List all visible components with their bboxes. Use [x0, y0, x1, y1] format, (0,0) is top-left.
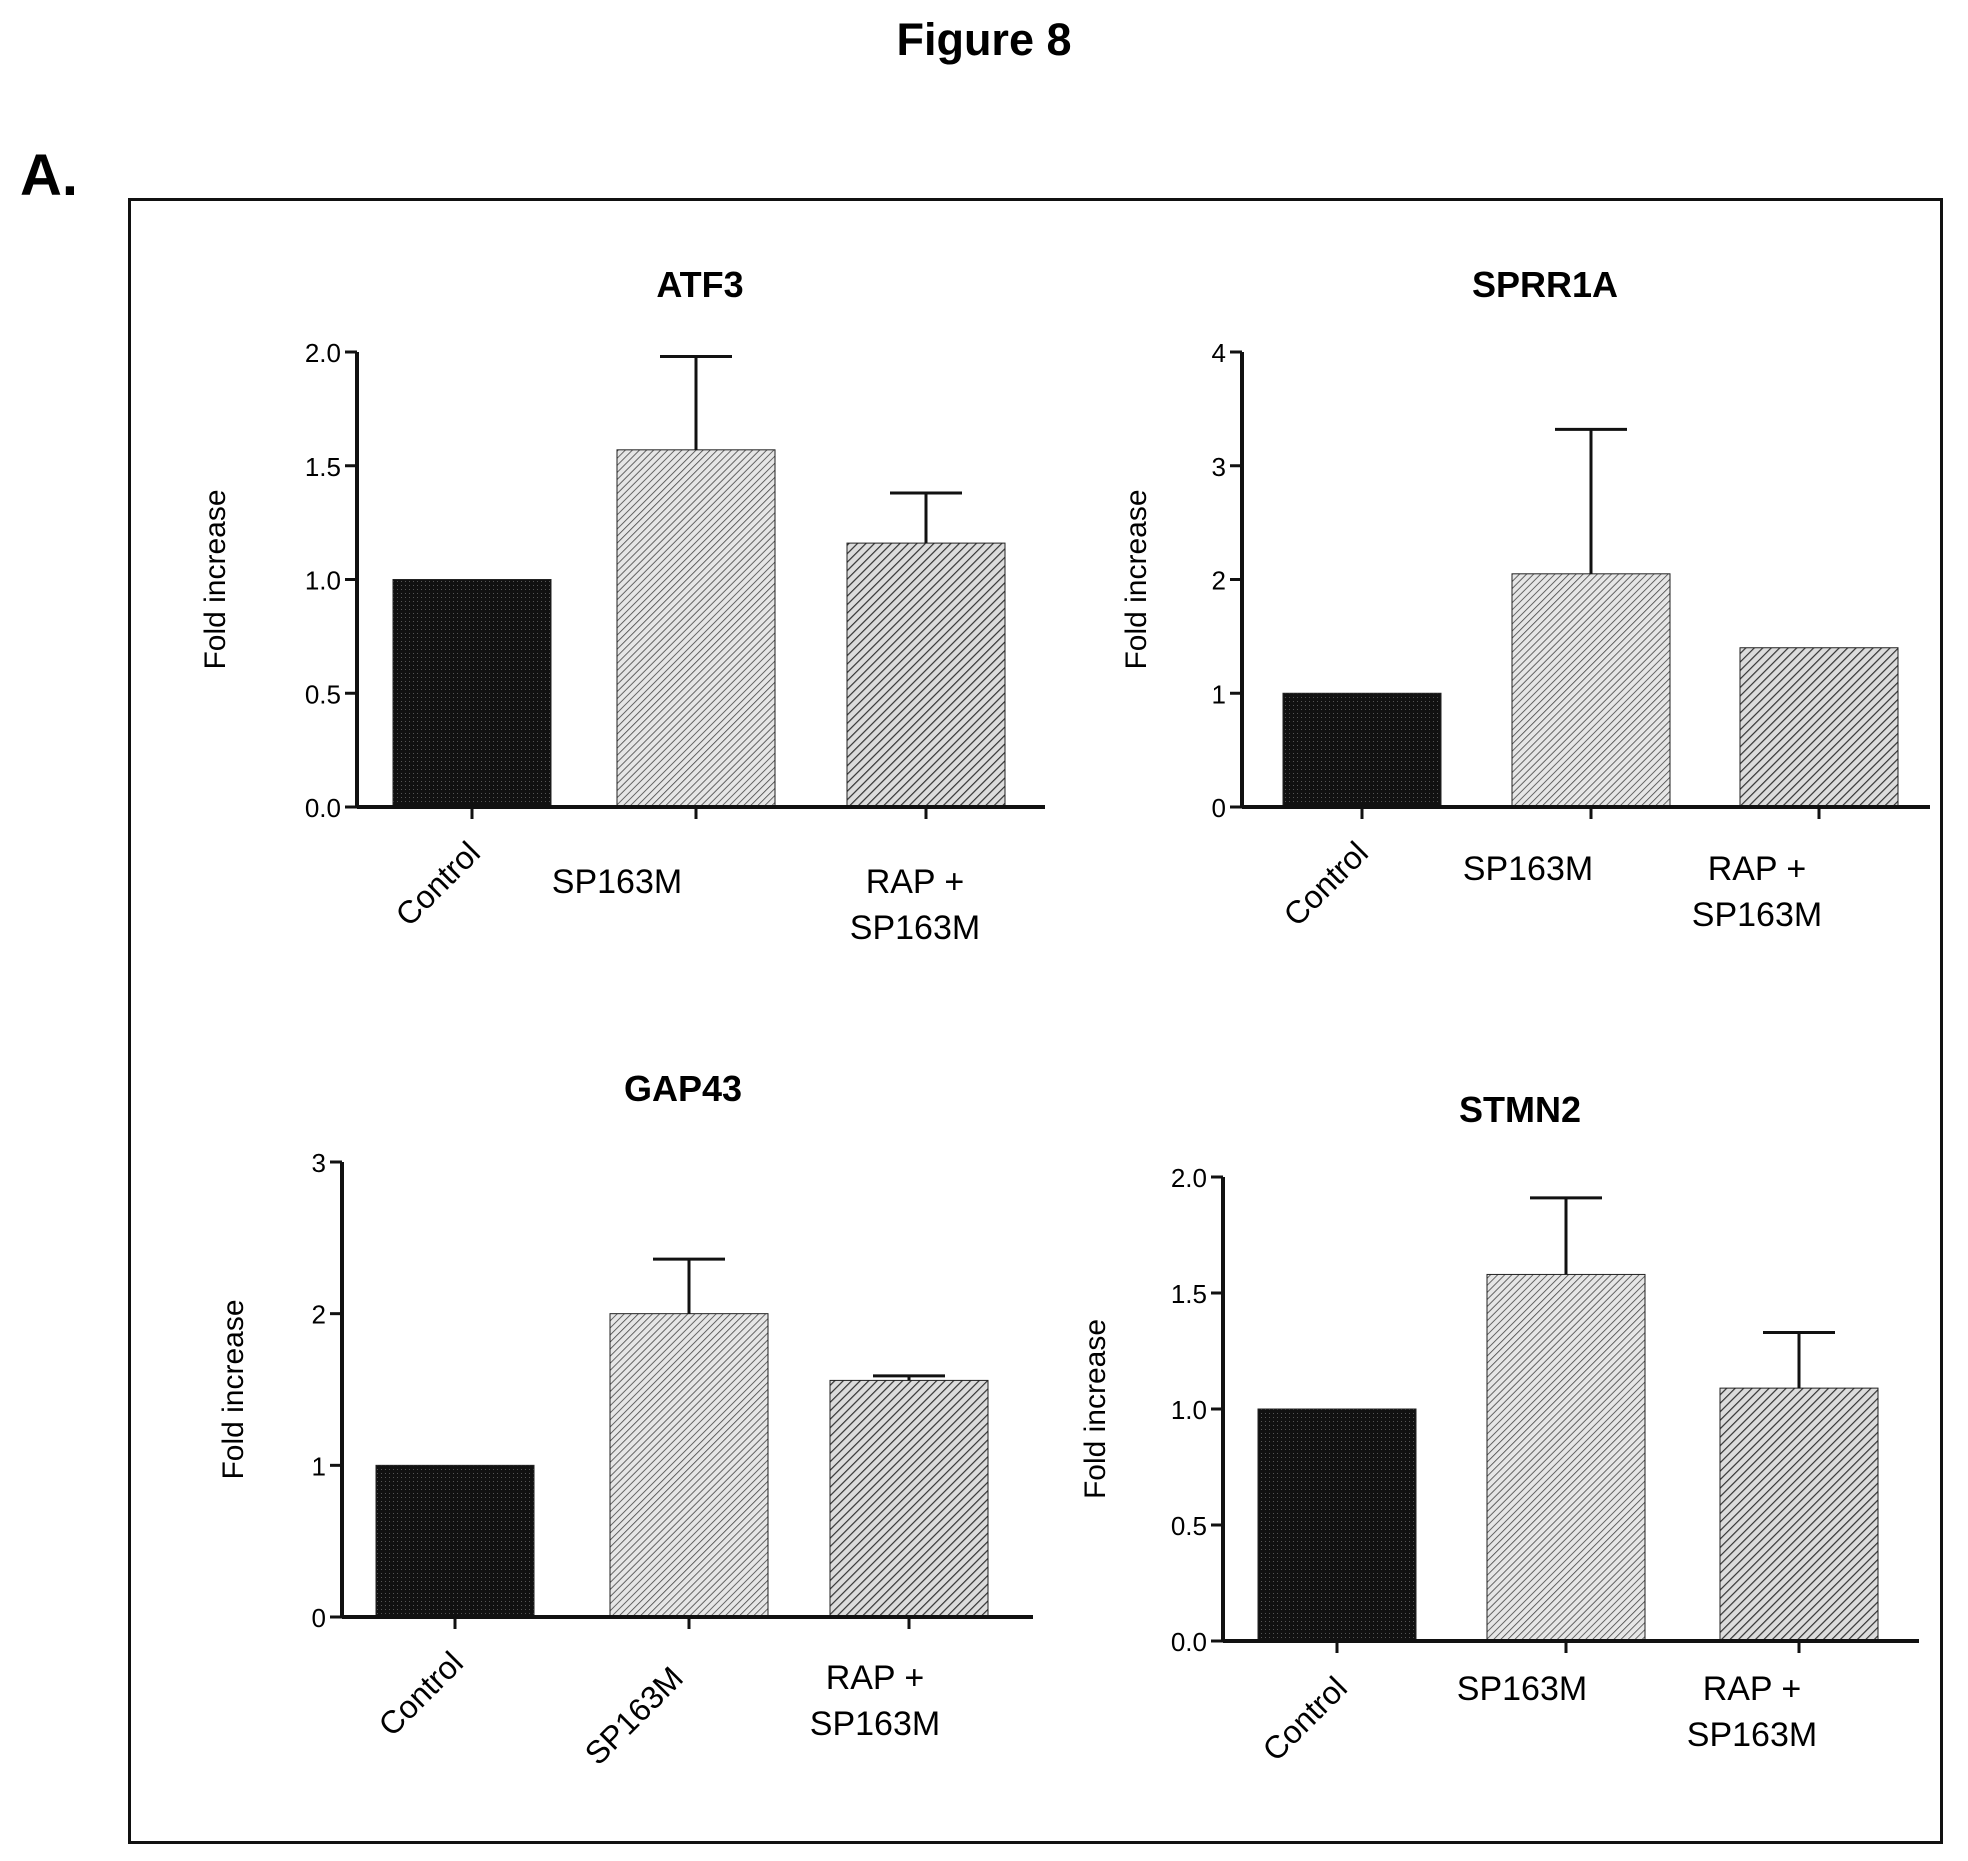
- bar-sp163m: [609, 1313, 769, 1618]
- y-tick-label: 1.0: [305, 566, 341, 596]
- figure-title: Figure 8: [896, 14, 1072, 65]
- y-axis-label: Fold increase: [1120, 489, 1153, 669]
- y-tick-label: 1: [312, 1451, 326, 1481]
- y-tick-label: 0.5: [305, 679, 341, 709]
- chart-title: SPRR1A: [1472, 264, 1618, 305]
- x-tick-label: RAP + SP163M: [850, 863, 980, 947]
- bar-control: [375, 1464, 535, 1618]
- x-tick-label: RAP + SP163M: [810, 1659, 940, 1743]
- x-tick-label: SP163M: [552, 863, 682, 901]
- y-tick-label: 0: [1212, 793, 1226, 823]
- x-tick-label: Control: [1277, 834, 1375, 932]
- y-tick-label: 2: [1212, 566, 1226, 596]
- chart-atf3: ATF3 Fold increase 0.0 0.5 1.0 1.5 2.0 Control S…: [199, 264, 1045, 947]
- y-axis-label: Fold increase: [217, 1299, 250, 1479]
- y-tick-label: 1.5: [1171, 1279, 1207, 1309]
- bar-rap-sp163m: [1739, 647, 1899, 808]
- chart-title: GAP43: [624, 1068, 742, 1109]
- y-tick-label: 1.0: [1171, 1395, 1207, 1425]
- bar-sp163m: [616, 449, 776, 808]
- x-tick-label: Control: [1256, 1669, 1354, 1767]
- chart-stmn2: STMN2 Fold increase 0.0 0.5 1.0 1.5 2.0 Control…: [1079, 1089, 1919, 1768]
- y-tick-label: 2.0: [305, 338, 341, 368]
- x-tick-label: RAP + SP163M: [1692, 850, 1822, 934]
- bar-rap-sp163m: [829, 1379, 989, 1618]
- y-tick-label: 2: [312, 1300, 326, 1330]
- y-tick-label: 0: [312, 1603, 326, 1633]
- bar-control: [392, 579, 552, 808]
- chart-sprr1a: SPRR1A Fold increase 0 1 2 3 4 Control SP163M RAP…: [1120, 264, 1930, 934]
- panel-label: A.: [20, 143, 78, 208]
- bar-sp163m: [1486, 1273, 1646, 1642]
- x-tick-label: RAP + SP163M: [1687, 1670, 1817, 1754]
- figure-frame: [128, 198, 1943, 1844]
- bar-control: [1257, 1408, 1417, 1642]
- y-axis-label: Fold increase: [1079, 1319, 1112, 1499]
- x-tick-label: Control: [372, 1644, 470, 1742]
- y-tick-label: 2.0: [1171, 1163, 1207, 1193]
- y-tick-label: 3: [1212, 452, 1226, 482]
- x-tick-label: SP163M: [1457, 1670, 1587, 1708]
- chart-title: STMN2: [1459, 1089, 1581, 1130]
- bar-sp163m: [1511, 573, 1671, 808]
- bar-rap-sp163m: [1719, 1387, 1879, 1642]
- y-tick-label: 1: [1212, 679, 1226, 709]
- x-tick-label: SP163M: [578, 1659, 690, 1771]
- chart-title: ATF3: [656, 264, 743, 305]
- y-tick-label: 4: [1212, 338, 1226, 368]
- y-tick-label: 0.0: [305, 793, 341, 823]
- bar-rap-sp163m: [846, 542, 1006, 808]
- bar-control: [1282, 692, 1442, 808]
- y-tick-label: 3: [312, 1148, 326, 1178]
- chart-gap43: GAP43 Fold increase 0 1 2 3 Control SP163M RAP +…: [217, 1068, 1033, 1772]
- x-tick-label: SP163M: [1463, 850, 1593, 888]
- y-tick-label: 1.5: [305, 452, 341, 482]
- y-axis-label: Fold increase: [199, 489, 232, 669]
- x-tick-label: Control: [389, 834, 487, 932]
- y-tick-label: 0.5: [1171, 1511, 1207, 1541]
- y-tick-label: 0.0: [1171, 1627, 1207, 1657]
